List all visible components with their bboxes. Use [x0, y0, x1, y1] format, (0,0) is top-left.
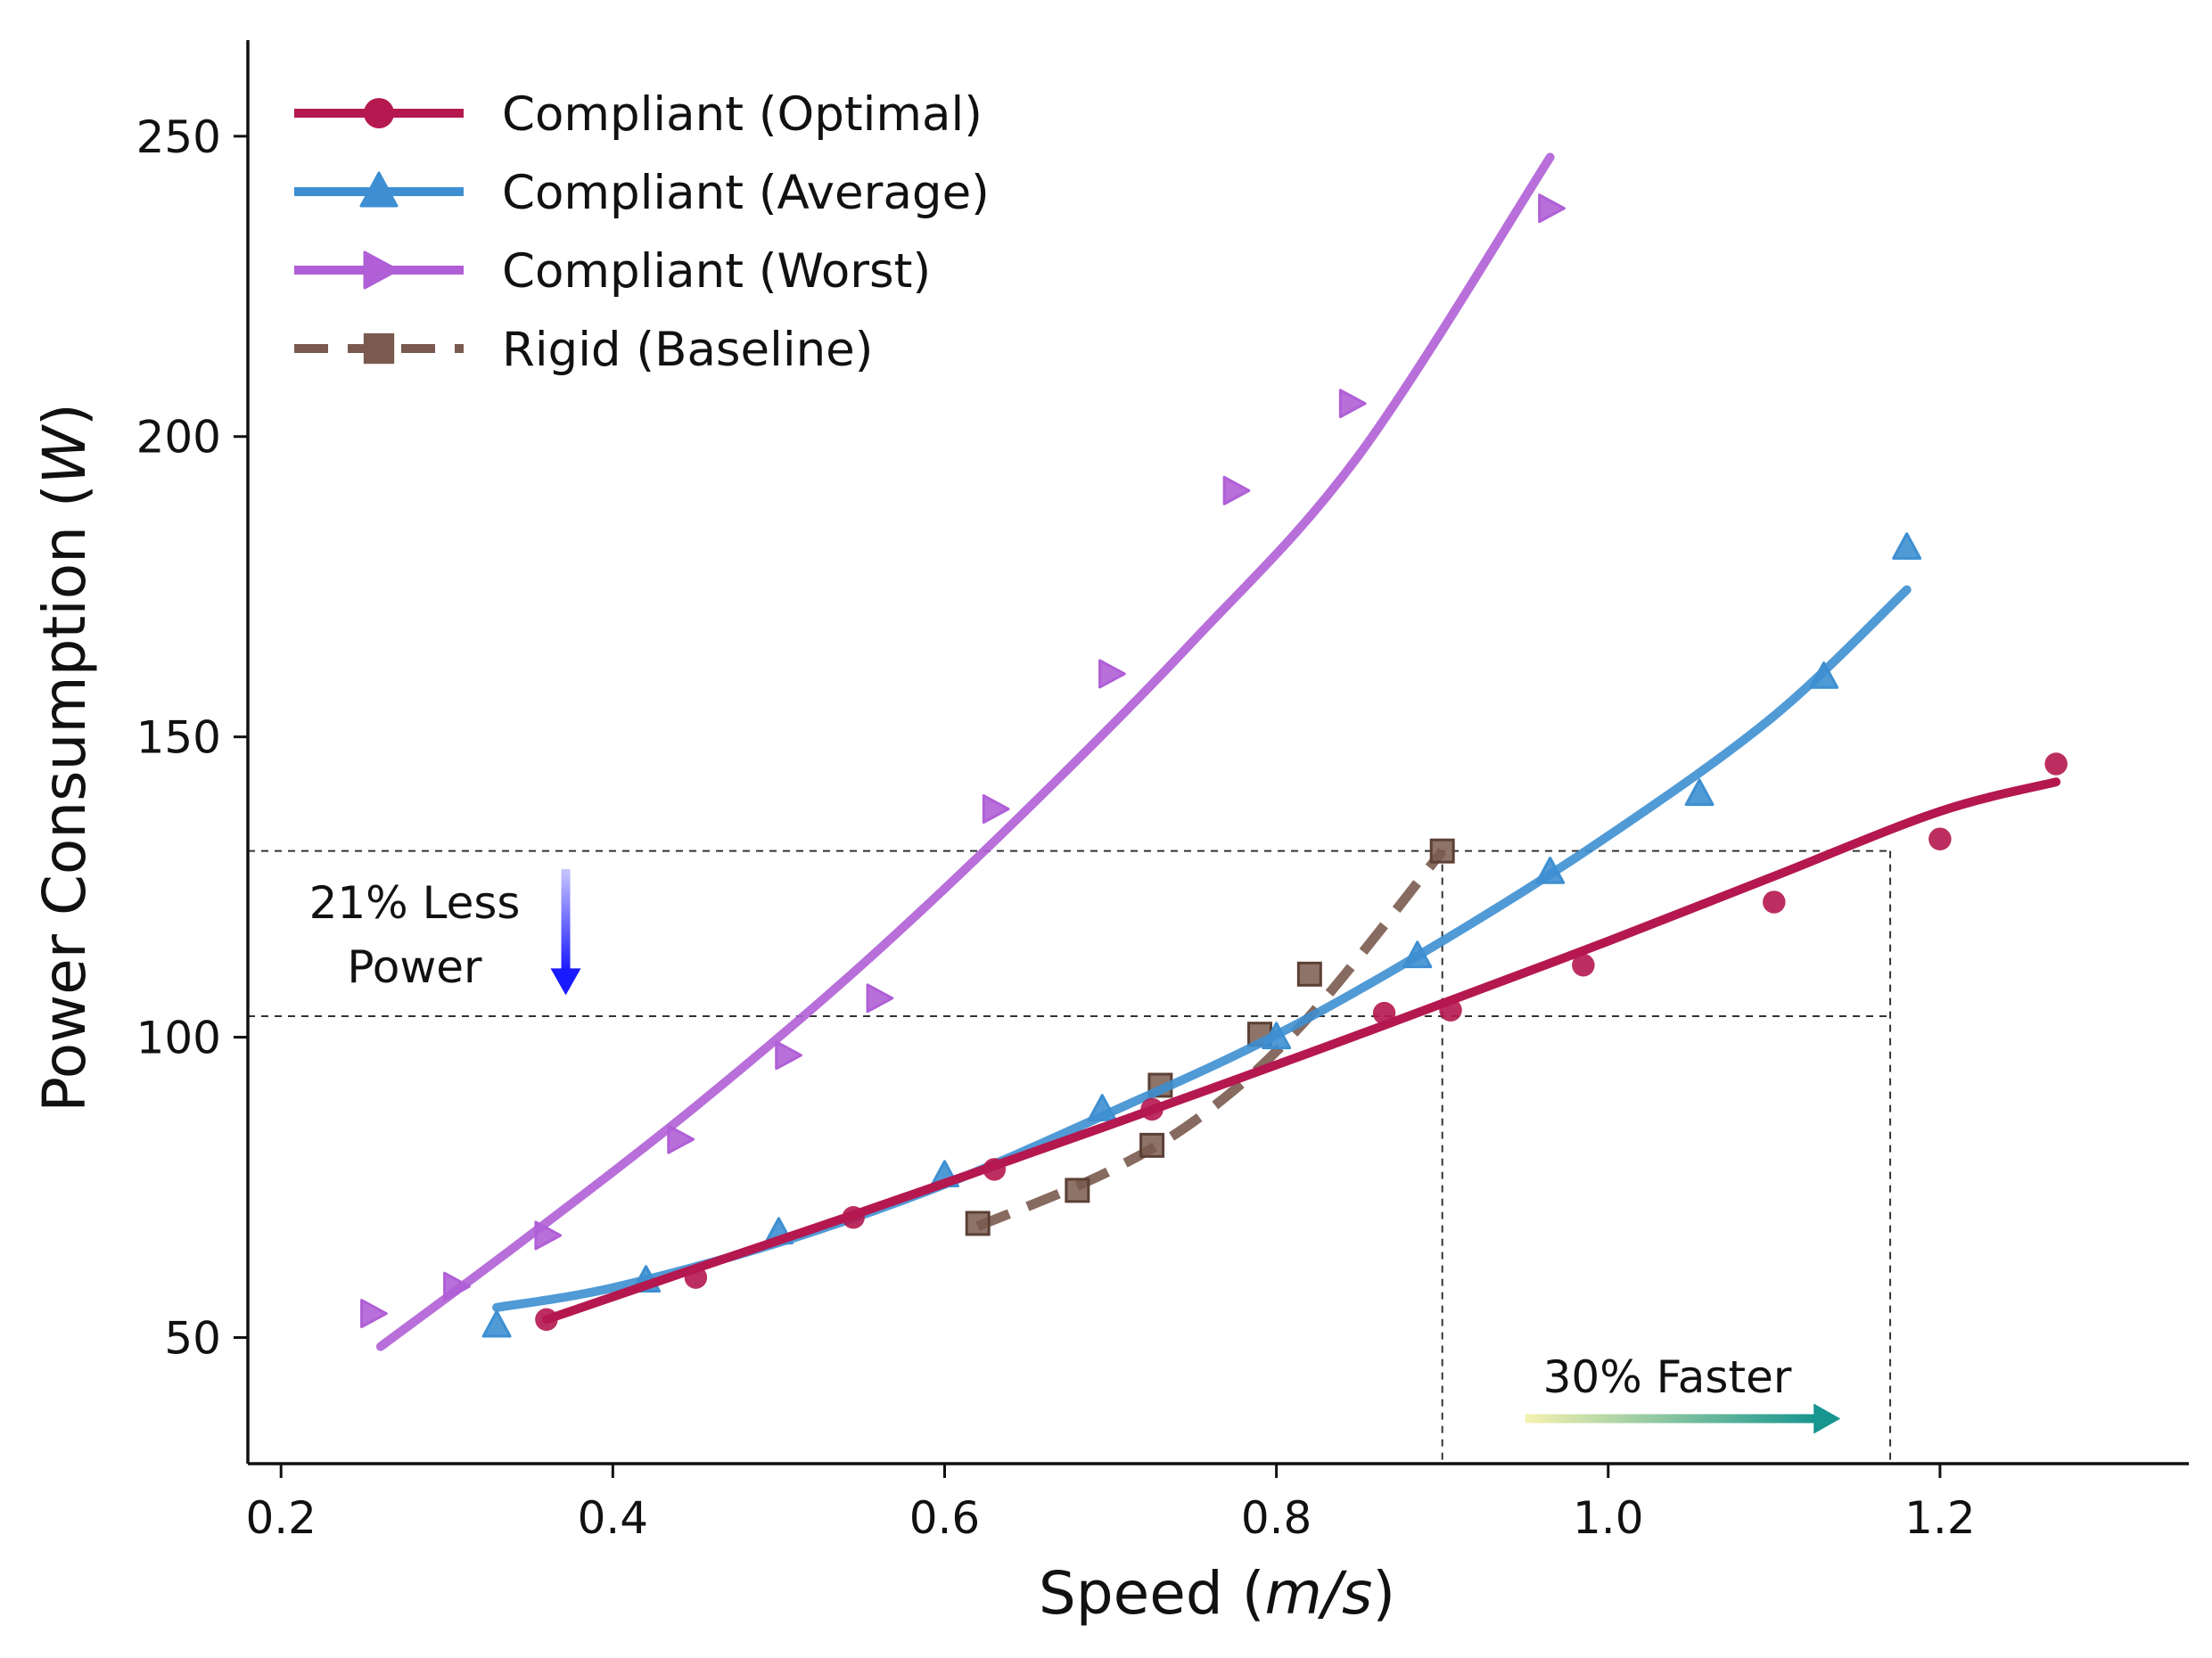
data-point-compliant-worst	[1538, 193, 1566, 224]
y-tick-label: 150	[136, 712, 221, 764]
x-tick-label: 1.2	[1904, 1492, 1976, 1544]
y-tick-label: 200	[136, 412, 221, 464]
legend-label-compliant-average: Compliant (Average)	[502, 166, 990, 220]
x-tick-label: 0.6	[909, 1492, 981, 1544]
series-line-compliant-average	[492, 585, 1912, 1312]
data-point-compliant-optimal	[535, 1308, 558, 1332]
data-point-compliant-worst	[667, 1124, 695, 1154]
legend-item-rigid-baseline: Rigid (Baseline)	[294, 323, 873, 377]
x-axis-title: Speed (m/s)	[1039, 1559, 1395, 1628]
x-ticks: 0.2 0.4 0.6 0.8 1.0 1.2	[245, 1464, 1976, 1544]
data-point-compliant-optimal	[983, 1158, 1007, 1181]
data-point-compliant-optimal	[1763, 891, 1786, 914]
legend-item-compliant-worst: Compliant (Worst)	[294, 244, 931, 299]
series-compliant-worst	[360, 152, 1566, 1351]
data-point-compliant-average	[1087, 1094, 1117, 1121]
series-line-compliant-worst	[375, 152, 1555, 1351]
legend-item-compliant-optimal: Compliant (Optimal)	[294, 87, 983, 142]
axes: 0.2 0.4 0.6 0.8 1.0 1.2 50 100 150 200 250	[136, 40, 2189, 1544]
data-point-compliant-worst	[1222, 475, 1251, 505]
data-point-compliant-optimal	[2044, 752, 2068, 776]
annotations: 21% Less Power 30% Faster	[309, 868, 1841, 1434]
data-point-compliant-worst	[775, 1040, 802, 1071]
reference-lines	[248, 850, 1892, 1464]
legend-label-compliant-optimal: Compliant (Optimal)	[502, 87, 983, 142]
data-point-compliant-optimal	[1572, 953, 1595, 977]
data-point-compliant-optimal	[684, 1266, 708, 1289]
data-point-compliant-average	[1892, 532, 1922, 560]
data-point-rigid-baseline	[1296, 961, 1322, 987]
data-point-rigid-baseline	[965, 1211, 991, 1236]
series-line-compliant-optimal	[541, 777, 2061, 1325]
x-tick-label: 0.4	[578, 1492, 649, 1544]
x-tick-label: 0.2	[245, 1492, 317, 1544]
data-point-rigid-baseline	[1065, 1178, 1090, 1203]
arrow-down-head-icon	[550, 968, 581, 996]
data-point-compliant-worst	[1338, 389, 1367, 419]
data-point-rigid-baseline	[1429, 838, 1455, 864]
data-point-compliant-optimal	[1439, 998, 1462, 1022]
data-point-compliant-worst	[360, 1299, 388, 1329]
annotation-less-power-line2: Power	[347, 941, 482, 993]
legend-item-compliant-average: Compliant (Average)	[294, 166, 990, 220]
data-point-compliant-worst	[982, 794, 1010, 825]
data-point-compliant-worst	[534, 1220, 563, 1251]
x-tick-label: 1.0	[1573, 1492, 1644, 1544]
data-point-compliant-average	[1535, 857, 1566, 884]
y-axis-title: Power Consumption (W)	[30, 403, 99, 1112]
legend-label-compliant-worst: Compliant (Worst)	[502, 244, 931, 299]
series-compliant-optimal	[535, 752, 2068, 1332]
data-point-compliant-average	[1262, 1022, 1292, 1050]
legend-label-rigid-baseline: Rigid (Baseline)	[502, 323, 873, 377]
legend: Compliant (Optimal) Compliant (Average) Co…	[294, 87, 990, 377]
data-point-compliant-average	[1684, 778, 1715, 807]
y-ticks: 50 100 150 200 250	[136, 111, 248, 1364]
legend-marker-rigid-baseline	[363, 332, 395, 365]
legend-marker-compliant-optimal	[364, 98, 394, 128]
y-tick-label: 100	[136, 1013, 221, 1064]
data-point-compliant-optimal	[842, 1205, 865, 1229]
data-point-compliant-worst	[443, 1271, 471, 1301]
data-point-rigid-baseline	[1139, 1132, 1165, 1158]
data-point-compliant-optimal	[1372, 1001, 1396, 1025]
data-point-compliant-optimal	[1928, 827, 1952, 850]
annotation-less-power-line1: 21% Less	[309, 877, 521, 929]
arrow-down-icon	[561, 868, 571, 971]
data-point-compliant-average	[1809, 661, 1839, 689]
arrow-right-icon	[1525, 1414, 1816, 1424]
series-compliant-average	[481, 532, 1922, 1338]
data-point-compliant-worst	[1098, 659, 1126, 689]
series-layer	[360, 152, 2068, 1351]
data-point-compliant-average	[481, 1309, 512, 1338]
legend-marker-compliant-average	[359, 171, 399, 208]
legend-marker-compliant-worst	[363, 250, 399, 290]
data-point-compliant-worst	[866, 983, 894, 1014]
data-point-compliant-optimal	[1140, 1097, 1164, 1121]
y-tick-label: 50	[164, 1312, 221, 1364]
series-rigid-baseline	[965, 838, 1455, 1236]
arrow-right-head-icon	[1813, 1403, 1841, 1434]
y-tick-label: 250	[136, 111, 221, 163]
data-point-compliant-average	[1402, 940, 1433, 969]
x-tick-label: 0.8	[1241, 1492, 1312, 1544]
series-line-rigid-baseline	[975, 848, 1446, 1231]
annotation-faster: 30% Faster	[1543, 1351, 1792, 1403]
